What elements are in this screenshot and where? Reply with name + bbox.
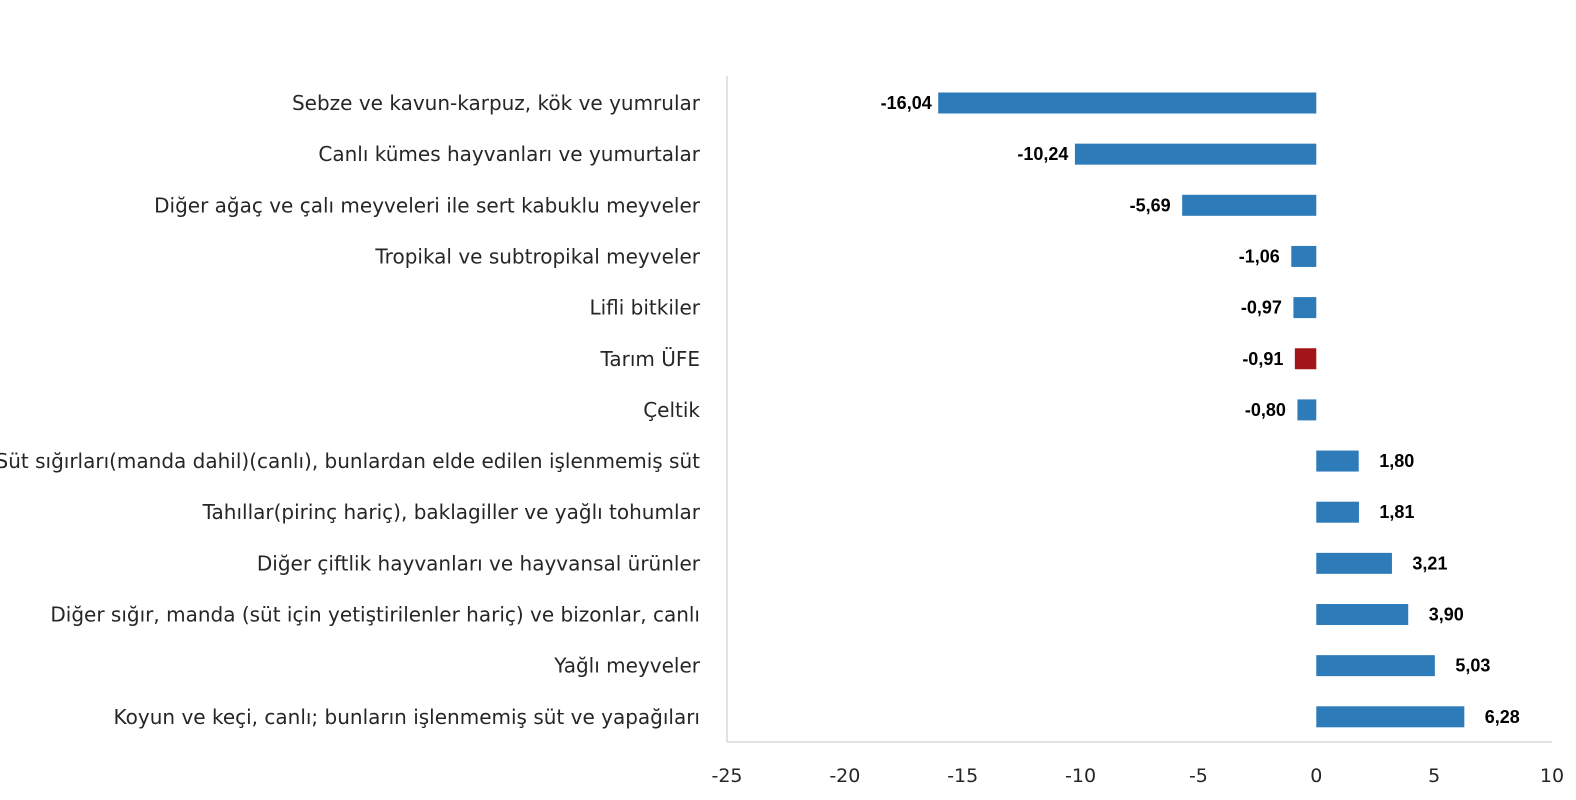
data-label: -1,06 bbox=[1239, 246, 1280, 266]
data-label: -0,91 bbox=[1242, 349, 1283, 369]
bar bbox=[1316, 450, 1359, 472]
category-label: Koyun ve keçi, canlı; bunların işlenmemi… bbox=[114, 705, 700, 729]
x-tick-label: -10 bbox=[1065, 765, 1096, 787]
bar bbox=[1074, 143, 1317, 165]
bar bbox=[938, 92, 1317, 114]
x-tick-label: 5 bbox=[1428, 765, 1440, 787]
data-label: 6,28 bbox=[1485, 707, 1520, 727]
bar bbox=[1316, 655, 1435, 677]
data-label: 5,03 bbox=[1455, 656, 1490, 676]
bar bbox=[1316, 552, 1392, 574]
data-label: -0,97 bbox=[1241, 298, 1282, 318]
category-label: Tahıllar(pirinç hariç), baklagiller ve y… bbox=[202, 500, 701, 524]
data-label: -10,24 bbox=[1017, 144, 1068, 164]
x-tick-label: 10 bbox=[1540, 765, 1564, 787]
x-tick-label: -15 bbox=[947, 765, 978, 787]
data-label: 1,81 bbox=[1379, 502, 1414, 522]
bar bbox=[1316, 706, 1465, 728]
x-tick-label: 0 bbox=[1310, 765, 1322, 787]
value-labels: -16,04 -10,24 -5,69 -1,06 -0,97 -0,91 -0,80 1,8… bbox=[881, 93, 1520, 727]
category-label: Lifli bitkiler bbox=[589, 296, 700, 320]
category-label: Yağlı meyveler bbox=[553, 654, 701, 678]
category-label: Canlı kümes hayvanları ve yumurtalar bbox=[318, 142, 700, 166]
axes bbox=[726, 76, 1552, 743]
x-tick-label: -25 bbox=[711, 765, 742, 787]
bar bbox=[1316, 501, 1359, 523]
category-label: Tropikal ve subtropikal meyveler bbox=[374, 244, 700, 268]
bar bbox=[1294, 348, 1317, 370]
category-label: Tarım ÜFE bbox=[599, 347, 700, 371]
category-label: Diğer ağaç ve çalı meyveleri ile sert ka… bbox=[154, 193, 701, 217]
data-label: -16,04 bbox=[881, 93, 932, 113]
x-tick-labels: -25 -20 -15 -10 -5 0 5 10 bbox=[711, 765, 1564, 787]
category-label: Diğer çiftlik hayvanları ve hayvansal ür… bbox=[257, 551, 701, 575]
category-label: Diğer sığır, manda (süt için yetiştirile… bbox=[50, 603, 700, 627]
x-tick-label: -20 bbox=[829, 765, 860, 787]
category-label: Çeltik bbox=[643, 398, 700, 422]
data-label: -0,80 bbox=[1245, 400, 1286, 420]
bar bbox=[1291, 245, 1317, 267]
bar bbox=[1297, 399, 1317, 421]
category-label: Süt sığırları(manda dahil)(canlı), bunla… bbox=[0, 449, 700, 473]
bar bbox=[1293, 297, 1317, 319]
bar bbox=[1316, 604, 1409, 625]
bar bbox=[1182, 194, 1317, 216]
data-label: -5,69 bbox=[1130, 195, 1171, 215]
category-label: Sebze ve kavun-karpuz, kök ve yumrular bbox=[292, 91, 701, 115]
data-label: 1,80 bbox=[1379, 451, 1414, 471]
x-tick-label: -5 bbox=[1189, 765, 1208, 787]
data-label: 3,90 bbox=[1429, 605, 1464, 625]
data-label: 3,21 bbox=[1412, 553, 1447, 573]
bars bbox=[938, 92, 1465, 728]
category-labels: Sebze ve kavun-karpuz, kök ve yumrular Ca… bbox=[0, 91, 701, 729]
